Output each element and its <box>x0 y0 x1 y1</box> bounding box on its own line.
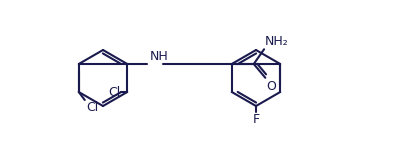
Text: Cl: Cl <box>108 85 120 99</box>
Text: O: O <box>267 80 276 93</box>
Text: Cl: Cl <box>86 101 98 114</box>
Text: NH₂: NH₂ <box>265 35 289 48</box>
Text: F: F <box>252 113 259 126</box>
Text: NH: NH <box>149 50 168 63</box>
